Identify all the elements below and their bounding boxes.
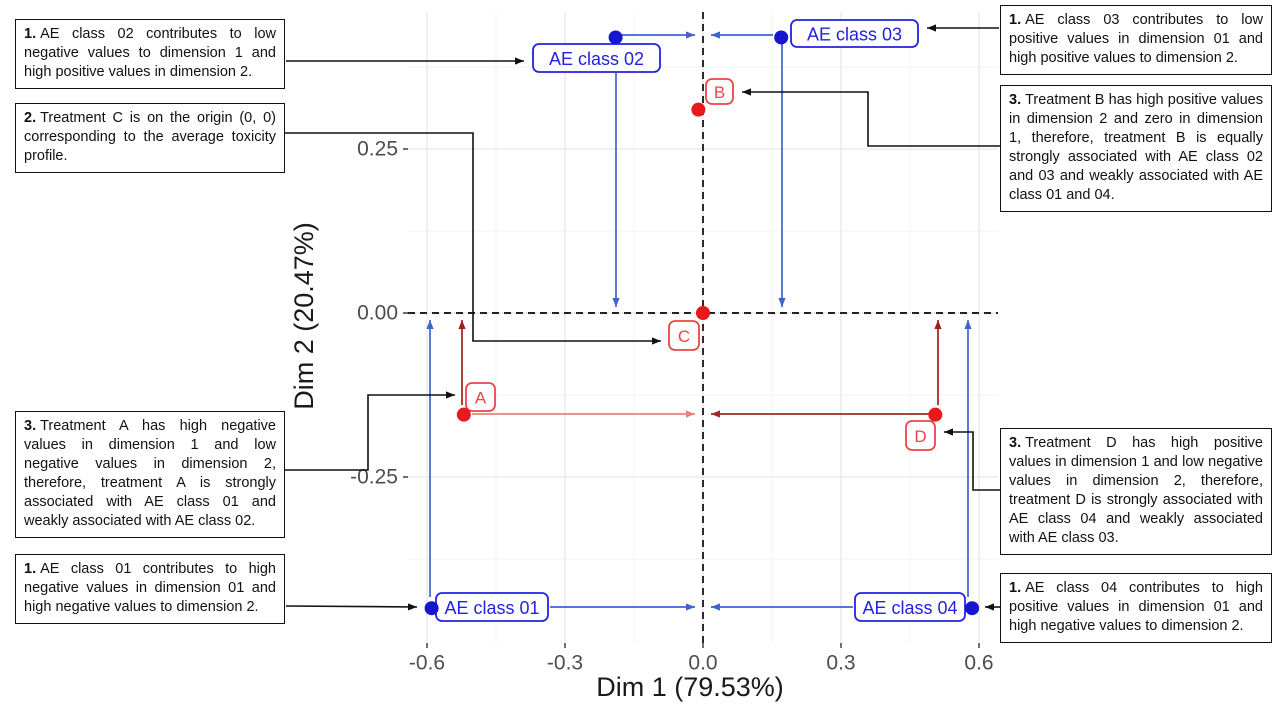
arrow-ae03-to-dim2-axis-head <box>711 31 720 39</box>
x-tick-label: 0.3 <box>826 652 855 675</box>
arrow-d-to-dim1-axis-head <box>934 320 942 329</box>
data-point-ae-class-01 <box>424 601 439 616</box>
annotation-note-treatment-a: 3. Treatment A has high negative values i… <box>15 411 285 538</box>
note-number: 1. <box>24 26 37 42</box>
data-point-d <box>928 407 943 422</box>
point-label-ae-class-01: AE class 01 <box>444 598 539 618</box>
annotation-note-ae-class-02: 1. AE class 02 contributes to low negativ… <box>15 19 285 89</box>
annotation-note-ae-class-01: 1. AE class 01 contributes to high negati… <box>15 554 285 624</box>
note-number: 2. <box>24 110 37 126</box>
arrow-a-to-dim2-axis-head <box>686 410 695 418</box>
leader-note-treatment-b-head <box>742 88 751 96</box>
data-point-b <box>691 102 706 117</box>
annotation-note-treatment-d: 3. Treatment D has high positive values i… <box>1000 428 1272 555</box>
annotation-note-ae-class-04: 1. AE class 04 contributes to high positi… <box>1000 573 1272 643</box>
arrow-ae01-to-dim1-axis-head <box>426 320 434 329</box>
arrow-ae04-to-dim2-axis-head <box>711 603 720 611</box>
point-label-a: A <box>475 389 487 408</box>
x-tick-label: 0.6 <box>964 652 993 675</box>
leader-note-treatment-b <box>742 91 1001 147</box>
leader-note-treatment-d-head <box>944 428 953 436</box>
arrow-ae02-to-dim2-axis-head <box>686 31 695 39</box>
y-tick-label: 0.00 <box>357 302 398 325</box>
point-label-b: B <box>714 83 725 102</box>
point-label-box-ae-class-02 <box>532 43 661 73</box>
point-label-box-ae-class-03 <box>790 19 919 48</box>
data-point-c <box>696 306 710 320</box>
data-point-ae-class-02 <box>608 30 623 45</box>
note-text: AE class 04 contributes to high positive… <box>1009 580 1263 634</box>
point-label-ae-class-04: AE class 04 <box>862 598 957 618</box>
x-tick-label: -0.3 <box>547 652 583 675</box>
point-label-box-c <box>668 320 700 351</box>
point-label-c: C <box>678 327 690 346</box>
y-tick-label: -0.25 <box>350 466 398 489</box>
leader-note-ae-class-03-head <box>927 24 936 32</box>
point-label-box-d <box>905 420 936 451</box>
note-number: 3. <box>1009 92 1022 108</box>
note-text: AE class 03 contributes to low positive … <box>1009 12 1263 66</box>
data-point-ae-class-03 <box>774 30 789 45</box>
point-label-box-ae-class-04 <box>854 592 966 622</box>
x-axis-title: Dim 1 (79.53%) <box>596 672 784 702</box>
point-label-box-a <box>465 382 496 412</box>
leader-note-treatment-d <box>944 431 1001 491</box>
note-number: 3. <box>1009 435 1022 451</box>
note-number: 3. <box>24 418 37 434</box>
data-point-a <box>456 407 471 422</box>
arrow-ae04-to-dim1-axis-head <box>964 320 972 329</box>
y-axis-title: Dim 2 (20.47%) <box>289 222 319 410</box>
x-tick-label: -0.6 <box>409 652 445 675</box>
annotation-note-treatment-b: 3. Treatment B has high positive values i… <box>1000 85 1272 212</box>
point-label-ae-class-02: AE class 02 <box>549 49 644 69</box>
note-text: AE class 02 contributes to low negative … <box>24 26 276 80</box>
note-number: 1. <box>1009 12 1022 28</box>
arrow-ae01-to-dim2-axis-head <box>686 603 695 611</box>
note-text: Treatment B has high positive values in … <box>1009 92 1263 203</box>
leader-note-treatment-c <box>284 132 661 342</box>
note-text: Treatment D has high positive values in … <box>1009 435 1263 546</box>
leader-note-ae-class-01-head <box>407 603 417 611</box>
leader-note-treatment-a-head <box>446 391 455 399</box>
note-number: 1. <box>24 561 37 577</box>
point-label-box-b <box>705 78 734 105</box>
note-text: Treatment A has high negative values in … <box>24 418 276 529</box>
arrow-ae02-to-dim1-axis-head <box>612 298 620 307</box>
leader-note-treatment-c-head <box>652 337 661 345</box>
annotation-note-ae-class-03: 1. AE class 03 contributes to low positiv… <box>1000 5 1272 75</box>
point-label-ae-class-03: AE class 03 <box>807 25 902 45</box>
note-text: AE class 01 contributes to high negative… <box>24 561 276 615</box>
arrow-a-to-dim1-axis-head <box>458 320 466 329</box>
annotation-note-treatment-c: 2. Treatment C is on the origin (0, 0) co… <box>15 103 285 173</box>
x-tick-label: 0.0 <box>688 652 717 675</box>
arrow-d-to-dim2-axis-head <box>711 410 720 418</box>
note-text: Treatment C is on the origin (0, 0) corr… <box>24 110 276 164</box>
data-point-ae-class-04 <box>965 601 980 616</box>
point-label-d: D <box>914 427 926 446</box>
y-tick-label: 0.25 <box>357 138 398 161</box>
note-number: 1. <box>1009 580 1022 596</box>
leader-note-ae-class-04-head <box>985 603 994 611</box>
arrow-ae03-to-dim1-axis-head <box>778 298 786 307</box>
leader-note-ae-class-02-head <box>515 57 524 65</box>
leader-note-treatment-a <box>284 394 455 471</box>
leader-note-ae-class-01 <box>285 605 418 608</box>
